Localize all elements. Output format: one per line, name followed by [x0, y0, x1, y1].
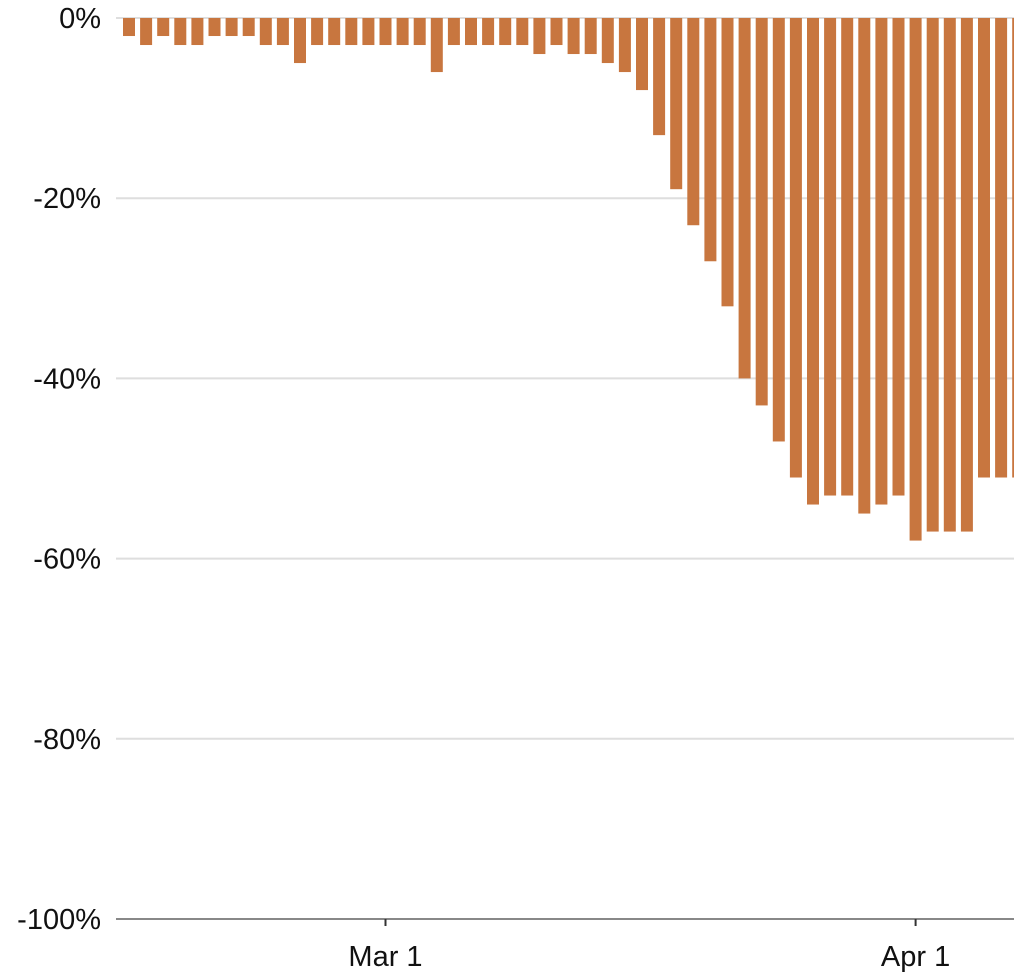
bar: [191, 18, 204, 46]
bar: [824, 18, 837, 496]
bar: [601, 18, 614, 64]
bar: [995, 18, 1008, 478]
bar: [276, 18, 289, 46]
bar: [379, 18, 392, 46]
bar: [978, 18, 990, 478]
bar: [174, 18, 187, 46]
x-axis: [116, 918, 1014, 926]
bar: [242, 18, 255, 37]
bar: [567, 18, 580, 55]
bar: [858, 18, 871, 514]
bar: [738, 18, 751, 379]
bar: [772, 18, 785, 442]
bar: [892, 18, 905, 496]
x-tick-labels: Mar 1 Apr 1: [348, 941, 950, 973]
y-tick-label: 0%: [59, 3, 101, 35]
bar: [413, 18, 426, 46]
y-tick-label: -40%: [33, 363, 101, 395]
bar: [430, 18, 443, 73]
bar: [789, 18, 802, 478]
bar: [362, 18, 375, 46]
y-tick-label: -100%: [17, 904, 101, 936]
bar: [140, 18, 153, 46]
bar: [704, 18, 717, 262]
y-tick-labels: 0% -20% -40% -60% -80% -100%: [17, 3, 101, 936]
bar: [618, 18, 631, 73]
bar: [807, 18, 819, 505]
bar: [721, 18, 734, 307]
bar: [943, 18, 956, 532]
bar: [755, 18, 768, 406]
bar: [499, 18, 512, 46]
y-tick-label: -60%: [33, 544, 101, 576]
bar: [584, 18, 597, 55]
bar: [123, 18, 135, 37]
bar: [909, 18, 922, 541]
bar: [345, 18, 358, 46]
bar: [653, 18, 666, 136]
bar: [311, 18, 324, 46]
y-tick-label: -80%: [33, 724, 101, 756]
bar: [482, 18, 495, 46]
x-tick-label: Apr 1: [881, 941, 950, 973]
bar: [670, 18, 683, 190]
bar: [328, 18, 341, 46]
bar: [259, 18, 272, 46]
bar: [208, 18, 221, 37]
bar: [550, 18, 563, 46]
bar: [516, 18, 529, 46]
bar: [465, 18, 477, 46]
bar: [396, 18, 409, 46]
bar: [687, 18, 700, 226]
bar: [875, 18, 888, 505]
bar: [157, 18, 170, 37]
y-tick-label: -20%: [33, 183, 101, 215]
bars: [123, 18, 1014, 541]
bar: [533, 18, 546, 55]
bar: [841, 18, 854, 496]
bar: [294, 18, 306, 64]
bar: [1012, 18, 1014, 478]
bar: [225, 18, 238, 37]
bar: [960, 18, 973, 532]
x-tick-label: Mar 1: [348, 941, 422, 973]
bar: [636, 18, 648, 91]
bar: [926, 18, 939, 532]
bar: [447, 18, 460, 46]
